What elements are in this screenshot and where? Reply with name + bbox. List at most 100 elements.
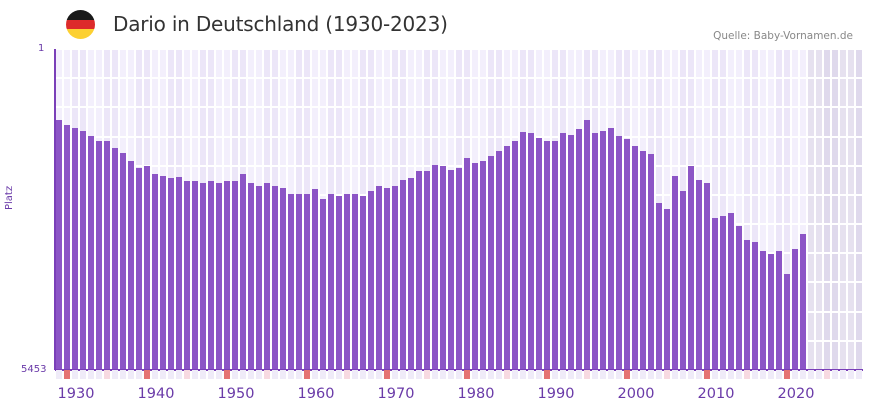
bar-1984[interactable] <box>503 145 510 370</box>
bar-1993[interactable] <box>575 128 582 370</box>
bar-1956[interactable] <box>279 188 286 370</box>
bar-1987[interactable] <box>527 132 534 370</box>
bar-1958[interactable] <box>295 193 302 370</box>
bar-2020[interactable] <box>791 248 798 370</box>
bar-1975[interactable] <box>431 164 438 370</box>
bar-1961[interactable] <box>319 198 326 370</box>
bar-1980[interactable] <box>471 162 478 370</box>
bar-1935[interactable] <box>111 148 118 370</box>
bar-1992[interactable] <box>567 134 574 370</box>
bar-1934[interactable] <box>103 141 110 370</box>
bar-1981[interactable] <box>479 161 486 370</box>
bar-1937[interactable] <box>127 160 134 370</box>
bar-1962[interactable] <box>327 193 334 370</box>
bar-2004[interactable] <box>663 208 670 370</box>
bar-2012[interactable] <box>727 212 734 370</box>
bar-1933[interactable] <box>95 141 102 370</box>
bar-1938[interactable] <box>135 168 142 370</box>
bar-2010[interactable] <box>711 217 718 370</box>
bar-1948[interactable] <box>215 182 222 370</box>
bar-2001[interactable] <box>639 150 646 370</box>
bar-1983[interactable] <box>495 150 502 370</box>
bar-1931[interactable] <box>79 130 86 370</box>
grid-cell <box>752 195 758 224</box>
bar-2014[interactable] <box>743 240 750 370</box>
bar-2013[interactable] <box>735 225 742 370</box>
bar-2021[interactable] <box>799 233 806 370</box>
bar-1936[interactable] <box>119 153 126 370</box>
bar-2008[interactable] <box>695 179 702 370</box>
bar-1969[interactable] <box>383 188 390 370</box>
bar-2000[interactable] <box>631 145 638 370</box>
bar-2006[interactable] <box>679 190 686 370</box>
bar-1943[interactable] <box>175 177 182 370</box>
year-marker <box>151 370 158 379</box>
grid-cell <box>856 79 862 107</box>
bar-2017[interactable] <box>767 253 774 370</box>
bar-1946[interactable] <box>199 183 206 370</box>
bar-1974[interactable] <box>423 171 430 370</box>
bar-2015[interactable] <box>751 242 758 370</box>
bar-1944[interactable] <box>183 180 190 370</box>
bar-1970[interactable] <box>391 185 398 370</box>
bar-1957[interactable] <box>287 194 294 370</box>
bar-2018[interactable] <box>775 250 782 370</box>
bar-1976[interactable] <box>439 165 446 370</box>
bar-1994[interactable] <box>583 120 590 370</box>
bar-1995[interactable] <box>591 132 598 370</box>
bar-1982[interactable] <box>487 155 494 370</box>
bar-1941[interactable] <box>159 176 166 370</box>
bar-1971[interactable] <box>399 179 406 370</box>
bar-1988[interactable] <box>535 137 542 370</box>
bar-1965[interactable] <box>351 193 358 370</box>
bar-1945[interactable] <box>191 181 198 370</box>
bar-1973[interactable] <box>415 170 422 370</box>
bar-1968[interactable] <box>375 185 382 370</box>
bar-1940[interactable] <box>151 174 158 370</box>
bar-1947[interactable] <box>207 180 214 370</box>
grid-cell <box>840 137 846 165</box>
grid-cell <box>440 108 446 136</box>
bar-1991[interactable] <box>559 133 566 370</box>
bar-1942[interactable] <box>167 178 174 370</box>
bar-1949[interactable] <box>223 181 230 370</box>
bar-1953[interactable] <box>255 185 262 370</box>
bar-2007[interactable] <box>687 166 694 370</box>
bar-1996[interactable] <box>599 130 606 370</box>
bar-1955[interactable] <box>271 186 278 370</box>
bar-1997[interactable] <box>607 127 614 370</box>
bar-1939[interactable] <box>143 166 150 370</box>
bar-2016[interactable] <box>759 250 766 370</box>
bar-1998[interactable] <box>615 135 622 370</box>
bar-1989[interactable] <box>543 140 550 370</box>
bar-1972[interactable] <box>407 177 414 370</box>
bar-1930[interactable] <box>71 127 78 370</box>
bar-1986[interactable] <box>519 131 526 370</box>
bar-1963[interactable] <box>335 195 342 370</box>
bar-1966[interactable] <box>359 196 366 370</box>
bar-1928[interactable] <box>55 119 62 370</box>
bar-1929[interactable] <box>63 124 70 370</box>
bar-1954[interactable] <box>263 182 270 370</box>
bar-2002[interactable] <box>647 154 654 370</box>
bar-1964[interactable] <box>343 193 350 370</box>
bar-1999[interactable] <box>623 139 630 370</box>
bar-2005[interactable] <box>671 176 678 370</box>
bar-1959[interactable] <box>303 193 310 370</box>
bar-1950[interactable] <box>231 181 238 370</box>
bar-2019[interactable] <box>783 274 790 370</box>
grid-cell <box>472 108 478 136</box>
bar-1990[interactable] <box>551 140 558 370</box>
bar-1960[interactable] <box>311 189 318 370</box>
bar-1985[interactable] <box>511 140 518 370</box>
bar-1932[interactable] <box>87 135 94 370</box>
bar-2003[interactable] <box>655 202 662 370</box>
bar-1979[interactable] <box>463 158 470 370</box>
bar-1977[interactable] <box>447 169 454 370</box>
bar-2011[interactable] <box>719 215 726 370</box>
bar-1952[interactable] <box>247 182 254 370</box>
bar-1978[interactable] <box>455 167 462 370</box>
bar-1951[interactable] <box>239 174 246 370</box>
bar-1967[interactable] <box>367 191 374 370</box>
bar-2009[interactable] <box>703 183 710 370</box>
